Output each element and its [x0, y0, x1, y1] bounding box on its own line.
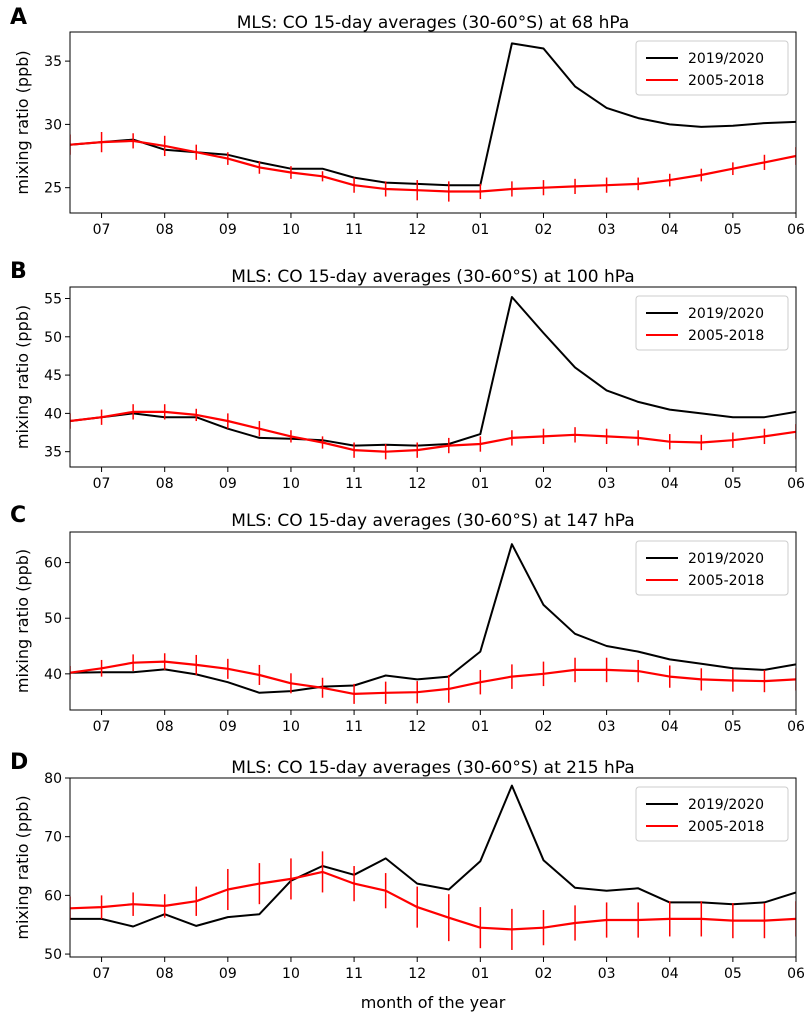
x-tick-label: 06 — [787, 966, 805, 982]
panel-letter: C — [10, 503, 26, 528]
y-tick-label: 40 — [44, 667, 62, 683]
x-tick-label: 04 — [661, 966, 679, 982]
legend-entry: 2019/2020 — [688, 797, 764, 813]
legend-entry: 2019/2020 — [688, 306, 764, 322]
x-tick-label: 02 — [535, 476, 553, 492]
y-axis-label: mixing ratio (ppb) — [13, 549, 32, 693]
panel-letter: B — [10, 259, 27, 284]
legend-entry: 2005-2018 — [688, 73, 764, 89]
panel-letter: A — [10, 5, 27, 30]
y-axis-label: mixing ratio (ppb) — [13, 795, 32, 939]
chart-title: MLS: CO 15-day averages (30-60°S) at 215… — [231, 758, 634, 778]
x-tick-label: 08 — [156, 222, 174, 238]
x-tick-label: 10 — [282, 476, 300, 492]
x-tick-label: 01 — [471, 476, 489, 492]
x-tick-label: 09 — [219, 222, 237, 238]
x-tick-label: 03 — [598, 719, 616, 735]
x-tick-label: 07 — [93, 476, 111, 492]
x-tick-label: 05 — [724, 719, 742, 735]
x-tick-label: 12 — [408, 476, 426, 492]
x-tick-label: 09 — [219, 476, 237, 492]
panel-b: B MLS: CO 15-day averages (30-60°S) at 10… — [10, 259, 805, 492]
x-tick-label: 06 — [787, 222, 805, 238]
series-line — [70, 872, 796, 930]
legend-entry: 2005-2018 — [688, 573, 764, 589]
legend: 2019/2020 2005-2018 — [636, 296, 788, 350]
x-tick-label: 05 — [724, 966, 742, 982]
x-tick-label: 07 — [93, 222, 111, 238]
y-tick-label: 50 — [44, 330, 62, 346]
legend: 2019/2020 2005-2018 — [636, 787, 788, 841]
x-tick-label: 03 — [598, 222, 616, 238]
x-tick-label: 09 — [219, 719, 237, 735]
x-tick-label: 12 — [408, 966, 426, 982]
x-tick-label: 08 — [156, 966, 174, 982]
x-tick-label: 01 — [471, 966, 489, 982]
x-tick-label: 09 — [219, 966, 237, 982]
x-tick-label: 02 — [535, 719, 553, 735]
x-tick-label: 11 — [345, 476, 363, 492]
y-tick-label: 50 — [44, 947, 62, 963]
y-tick-label: 70 — [44, 830, 62, 846]
x-tick-label: 10 — [282, 719, 300, 735]
legend-entry: 2019/2020 — [688, 551, 764, 567]
panel-a: A MLS: CO 15-day averages (30-60°S) at 68… — [10, 5, 805, 238]
x-tick-label: 04 — [661, 222, 679, 238]
y-tick-label: 40 — [44, 406, 62, 422]
panel-letter: D — [10, 750, 28, 775]
y-tick-label: 35 — [44, 54, 62, 70]
x-tick-label: 10 — [282, 966, 300, 982]
x-tick-label: 11 — [345, 222, 363, 238]
series-2005-2018 — [70, 851, 796, 950]
panel-c: C MLS: CO 15-day averages (30-60°S) at 14… — [10, 503, 805, 735]
legend: 2019/2020 2005-2018 — [636, 541, 788, 595]
x-tick-label: 08 — [156, 719, 174, 735]
x-tick-label: 04 — [661, 476, 679, 492]
chart-title: MLS: CO 15-day averages (30-60°S) at 147… — [231, 511, 634, 531]
y-axis-label: mixing ratio (ppb) — [13, 50, 32, 194]
x-tick-label: 01 — [471, 719, 489, 735]
y-tick-label: 50 — [44, 611, 62, 627]
x-tick-label: 05 — [724, 476, 742, 492]
legend-entry: 2005-2018 — [688, 819, 764, 835]
x-tick-label: 07 — [93, 719, 111, 735]
x-tick-label: 03 — [598, 966, 616, 982]
chart-title: MLS: CO 15-day averages (30-60°S) at 68 … — [237, 13, 630, 33]
x-tick-label: 10 — [282, 222, 300, 238]
y-tick-label: 35 — [44, 445, 62, 461]
y-tick-label: 60 — [44, 888, 62, 904]
x-tick-label: 02 — [535, 222, 553, 238]
y-tick-label: 55 — [44, 291, 62, 307]
x-tick-label: 12 — [408, 222, 426, 238]
x-tick-label: 04 — [661, 719, 679, 735]
chart-title: MLS: CO 15-day averages (30-60°S) at 100… — [231, 267, 634, 287]
x-tick-label: 03 — [598, 476, 616, 492]
panel-d: D MLS: CO 15-day averages (30-60°S) at 21… — [10, 750, 805, 982]
x-tick-label: 12 — [408, 719, 426, 735]
x-tick-label: 08 — [156, 476, 174, 492]
x-tick-label: 01 — [471, 222, 489, 238]
x-tick-label: 06 — [787, 476, 805, 492]
y-tick-label: 45 — [44, 368, 62, 384]
x-tick-label: 11 — [345, 966, 363, 982]
y-tick-label: 25 — [44, 181, 62, 197]
legend-entry: 2019/2020 — [688, 51, 764, 67]
x-tick-label: 05 — [724, 222, 742, 238]
y-tick-label: 80 — [44, 771, 62, 787]
y-tick-label: 30 — [44, 117, 62, 133]
x-axis-label: month of the year — [361, 993, 506, 1012]
legend-entry: 2005-2018 — [688, 328, 764, 344]
series-2005-2018 — [70, 132, 796, 202]
x-tick-label: 07 — [93, 966, 111, 982]
x-tick-label: 11 — [345, 719, 363, 735]
x-tick-label: 02 — [535, 966, 553, 982]
y-tick-label: 60 — [44, 556, 62, 572]
y-axis-label: mixing ratio (ppb) — [13, 305, 32, 449]
legend: 2019/2020 2005-2018 — [636, 41, 788, 95]
x-tick-label: 06 — [787, 719, 805, 735]
